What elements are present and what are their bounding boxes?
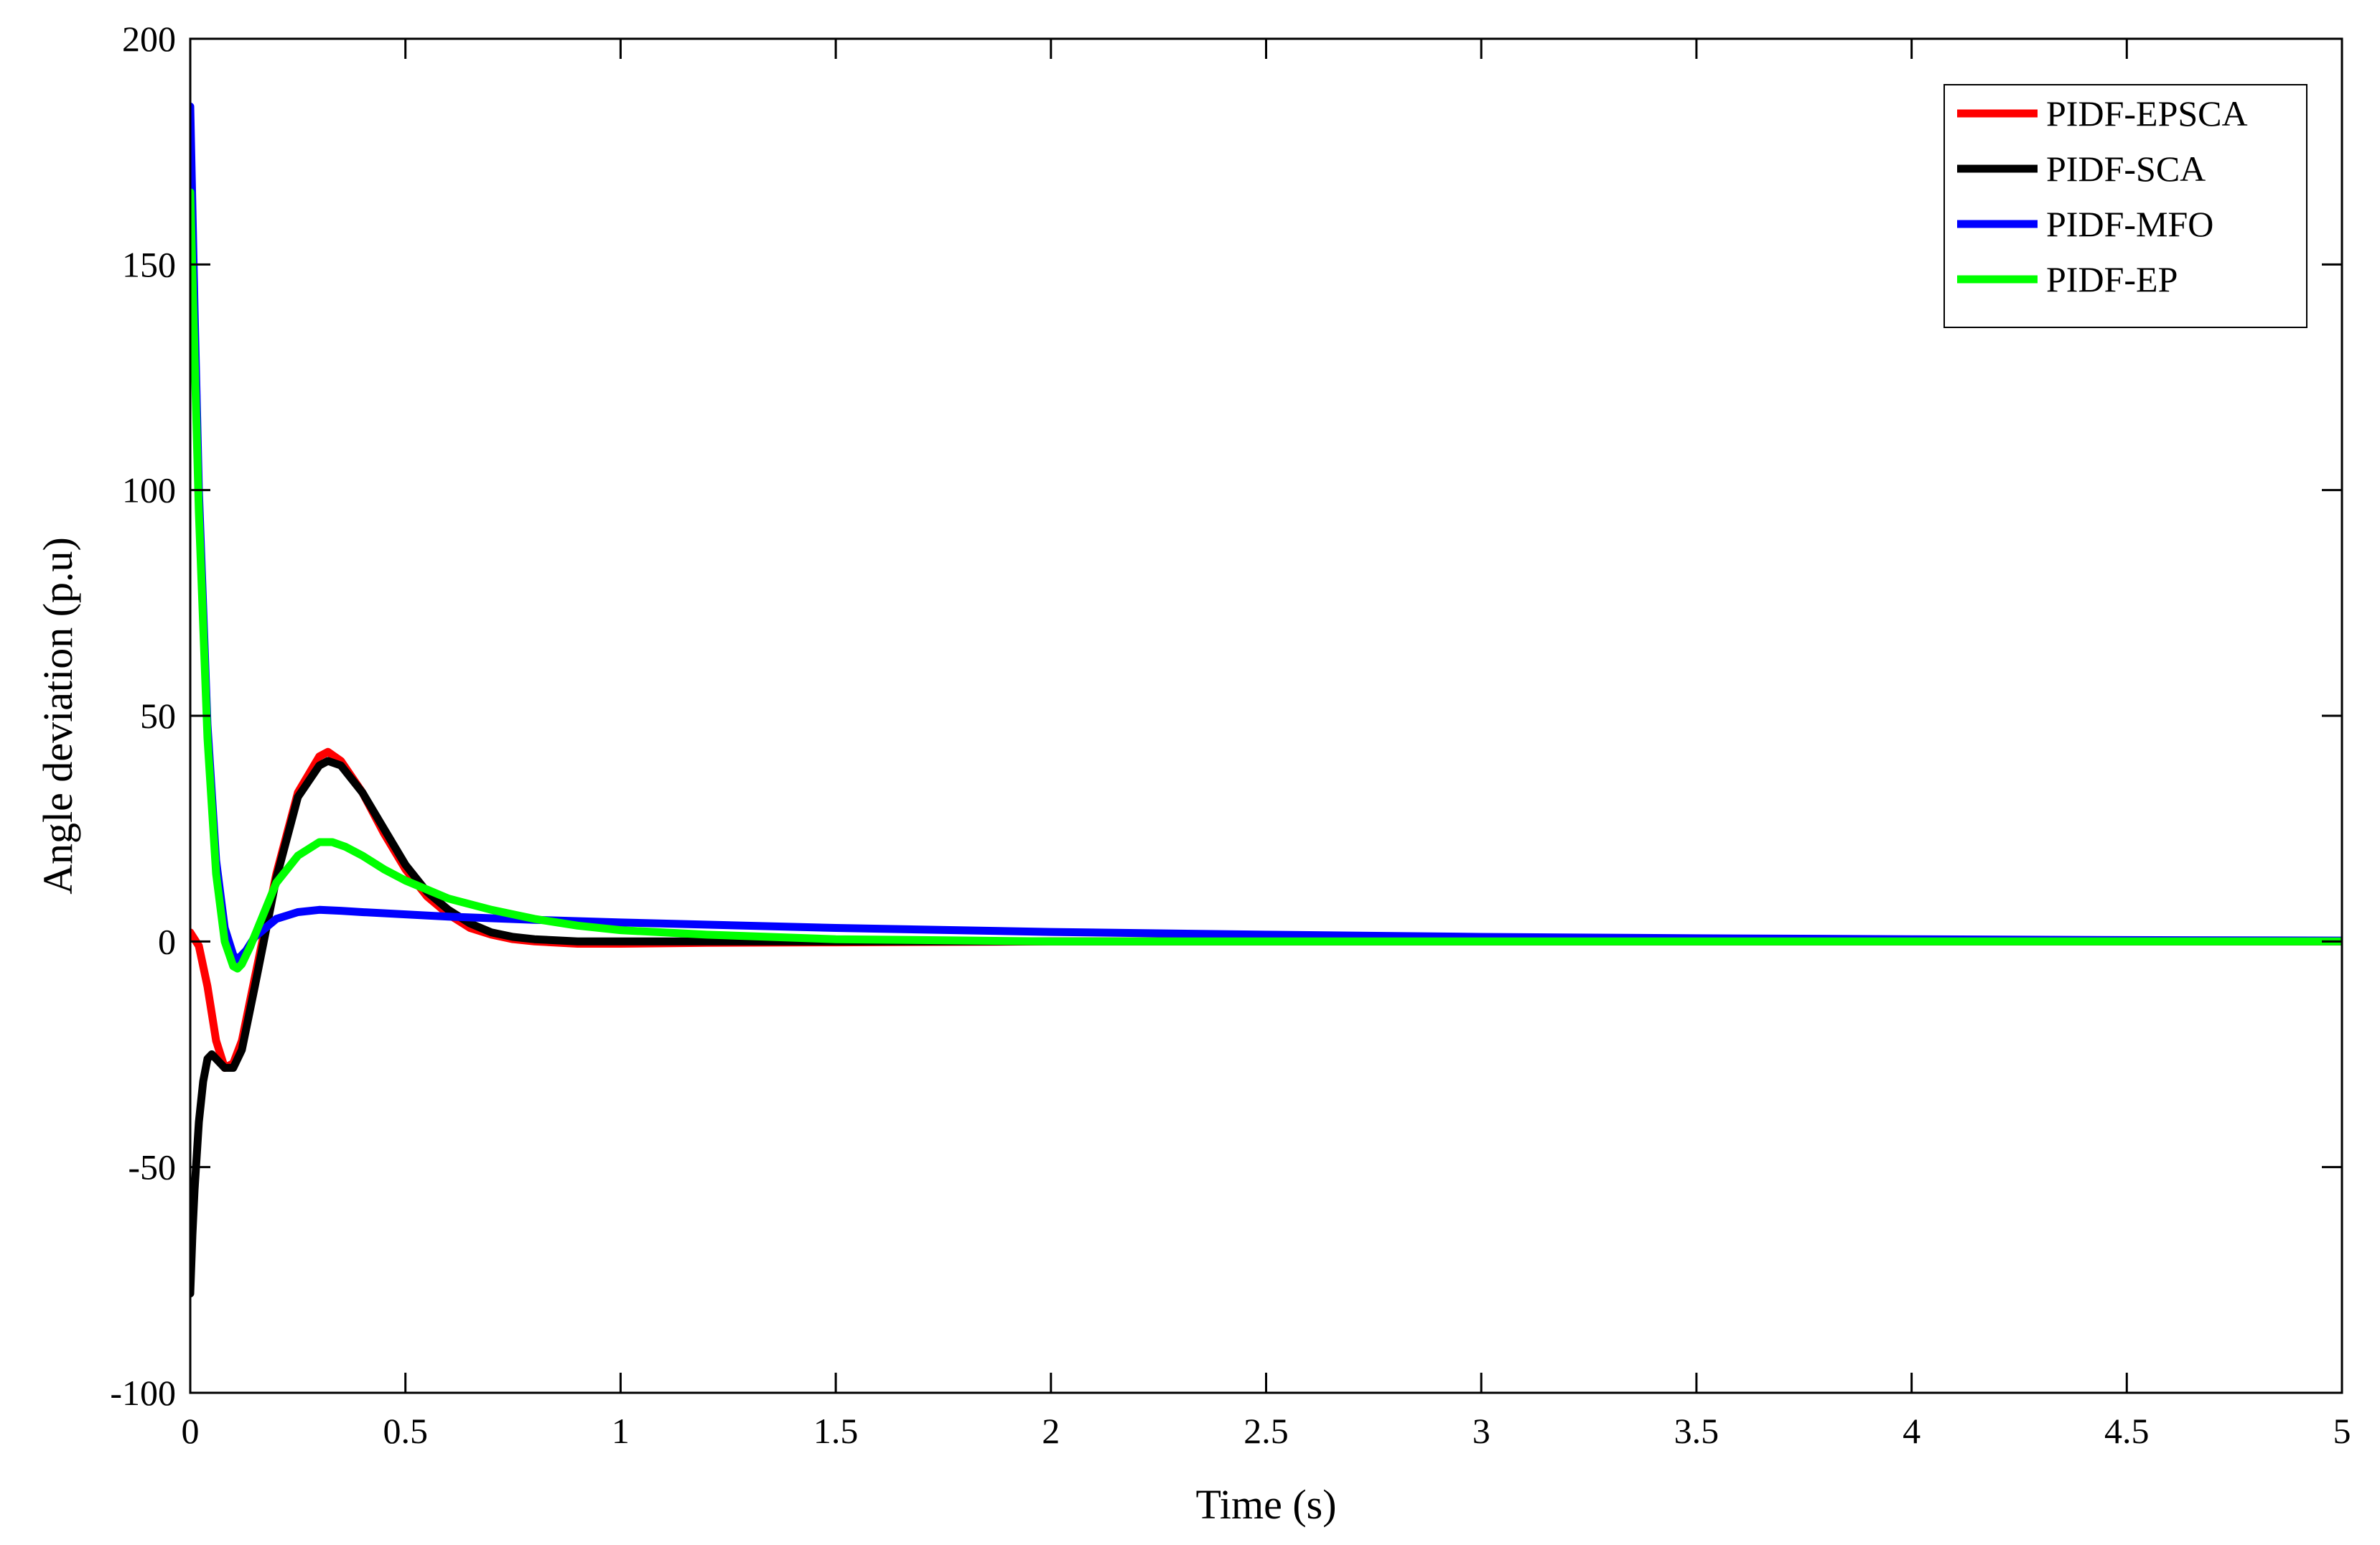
y-tick-label: -50 <box>128 1147 176 1187</box>
x-tick-label: 4.5 <box>2104 1411 2150 1451</box>
y-tick-label: 200 <box>122 19 176 59</box>
legend-entry-label: PIDF-EP <box>2046 259 2178 299</box>
legend: PIDF-EPSCA PIDF-SCA PIDF-MFO PIDF-EP <box>1943 84 2307 328</box>
y-tick-label: 50 <box>140 696 176 736</box>
x-tick-label: 1.5 <box>813 1411 859 1451</box>
x-tick-label: 5 <box>2333 1411 2351 1451</box>
y-axis-label: Angle deviation (p.u) <box>34 537 81 895</box>
legend-entry-label: PIDF-SCA <box>2046 149 2206 189</box>
x-tick-label: 3 <box>1473 1411 1490 1451</box>
legend-entry-label: PIDF-EPSCA <box>2046 93 2248 134</box>
x-tick-label: 1 <box>612 1411 630 1451</box>
x-tick-label: 2 <box>1042 1411 1060 1451</box>
x-tick-label: 4 <box>1903 1411 1921 1451</box>
y-tick-label: 0 <box>158 921 176 961</box>
x-axis-label: Time (s) <box>1195 1481 1336 1528</box>
series-line-pidf-ep <box>190 188 2342 973</box>
x-tick-label: 0.5 <box>383 1411 428 1451</box>
y-tick-label: 100 <box>122 470 176 510</box>
series-layer <box>190 102 2342 1298</box>
y-tick-label: -100 <box>110 1373 176 1413</box>
x-tick-label: 0 <box>182 1411 200 1451</box>
axes-layer: 0 0.5 1 1.5 2 2.5 3 3.5 4 4.5 5 -100 -50 0 50 100 150 200 <box>110 19 2351 1451</box>
series-line-pidf-sca <box>190 757 2342 1298</box>
x-tick-label: 3.5 <box>1674 1411 1719 1451</box>
legend-box <box>1943 84 2307 328</box>
legend-entry-label: PIDF-MFO <box>2046 204 2213 244</box>
y-tick-label: 150 <box>122 244 176 284</box>
x-tick-label: 2.5 <box>1243 1411 1289 1451</box>
